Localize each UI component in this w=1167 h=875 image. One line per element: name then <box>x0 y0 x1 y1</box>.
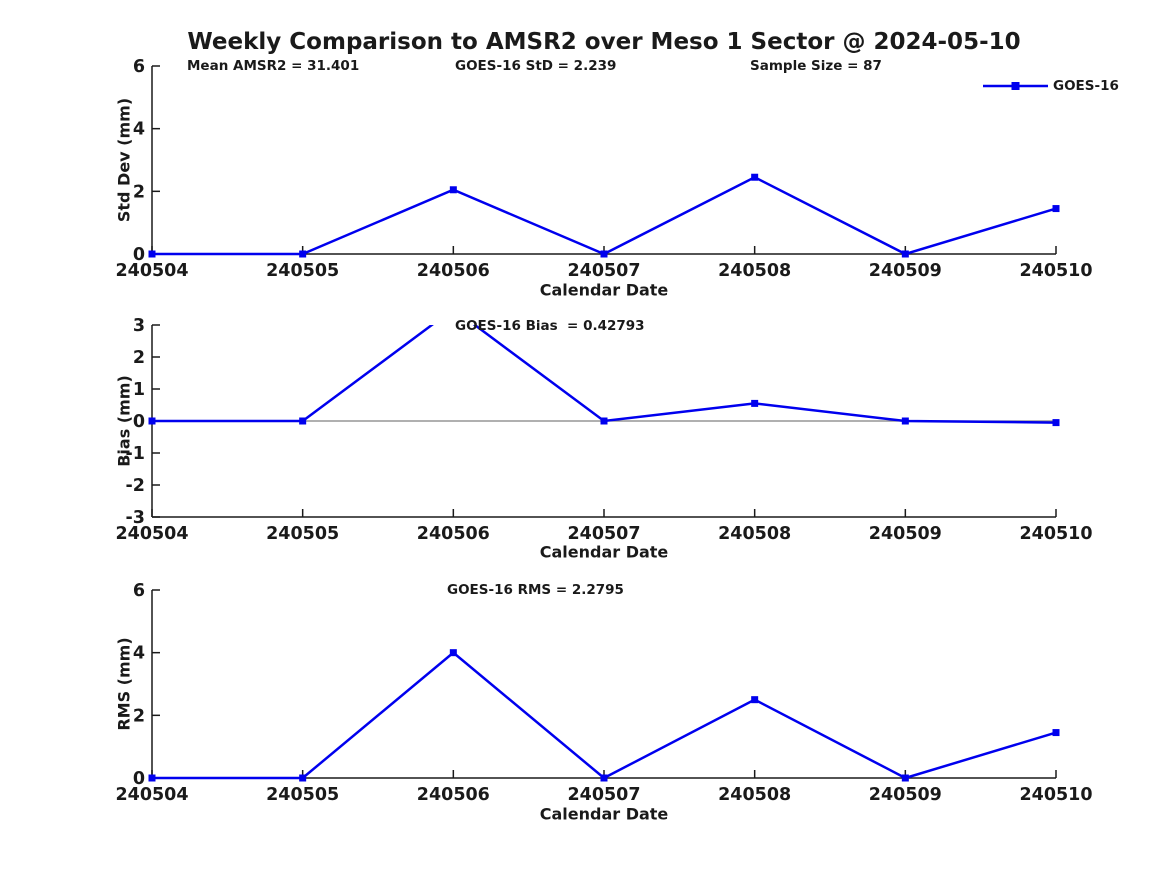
y-axis-label-std-dev: Std Dev (mm) <box>114 97 134 223</box>
data-point-marker <box>1052 205 1060 213</box>
x-tick-label: 240508 <box>718 785 791 805</box>
y-tick-label: 4 <box>133 644 145 664</box>
x-tick-label: 240505 <box>266 261 339 281</box>
x-tick-label: 240509 <box>869 785 942 805</box>
data-point-marker <box>600 250 608 258</box>
x-tick-label: 240507 <box>567 261 640 281</box>
y-tick-label: -2 <box>126 476 145 496</box>
annotation-mean-amsr2: Mean AMSR2 = 31.401 <box>187 58 360 74</box>
x-tick-label: 240504 <box>115 524 188 544</box>
x-tick-label: 240509 <box>869 261 942 281</box>
y-tick-label: 3 <box>133 316 145 336</box>
x-tick-label: 240506 <box>417 524 490 544</box>
data-line <box>152 175 1057 256</box>
data-point-marker <box>901 774 909 782</box>
data-point-marker <box>901 250 909 258</box>
x-tick-label: 240506 <box>417 261 490 281</box>
x-tick-label: 240504 <box>115 785 188 805</box>
y-tick-label: 0 <box>133 245 145 265</box>
data-point-marker <box>148 417 156 425</box>
legend-marker <box>1011 82 1020 90</box>
y-tick-label: 6 <box>133 57 145 77</box>
data-point-marker <box>148 774 156 782</box>
y-tick-label: 0 <box>133 412 145 432</box>
x-tick-label: 240507 <box>567 785 640 805</box>
annotation-goes16-bias: GOES-16 Bias = 0.42793 <box>455 318 645 334</box>
x-tick-label: 240508 <box>718 261 791 281</box>
data-line <box>152 651 1057 780</box>
x-tick-label: 240505 <box>266 524 339 544</box>
data-point-marker <box>299 250 307 258</box>
x-tick-label: 240505 <box>266 785 339 805</box>
x-tick-label: 240506 <box>417 785 490 805</box>
data-point-marker <box>148 250 156 258</box>
y-axis-label-rms: RMS (mm) <box>114 637 134 731</box>
y-tick-label: 6 <box>133 581 145 601</box>
data-point-marker <box>1052 729 1060 737</box>
figure-title: Weekly Comparison to AMSR2 over Meso 1 S… <box>187 29 1021 55</box>
x-axis-label-calendar-date-2: Calendar Date <box>539 542 669 562</box>
x-tick-label: 240510 <box>1019 261 1092 281</box>
legend-label-goes16: GOES-16 <box>1053 78 1119 94</box>
y-tick-label: 0 <box>133 769 145 789</box>
x-tick-label: 240510 <box>1019 524 1092 544</box>
y-tick-label: -3 <box>126 508 145 528</box>
x-tick-label: 240504 <box>115 261 188 281</box>
y-tick-label: 1 <box>133 380 145 400</box>
y-tick-label: 4 <box>133 120 145 140</box>
data-point-marker <box>299 774 307 782</box>
x-axis-label-calendar-date-1: Calendar Date <box>539 280 669 300</box>
annotation-goes16-rms: GOES-16 RMS = 2.2795 <box>447 582 624 598</box>
data-point-marker <box>600 774 608 782</box>
y-tick-label: 2 <box>133 348 145 368</box>
y-tick-label: 2 <box>133 706 145 726</box>
annotation-goes16-std: GOES-16 StD = 2.239 <box>455 58 617 74</box>
x-axis-label-calendar-date-3: Calendar Date <box>539 804 669 824</box>
data-point-marker <box>901 417 909 425</box>
data-point-marker <box>299 417 307 425</box>
data-point-marker <box>600 417 608 425</box>
data-point-marker <box>1052 419 1060 427</box>
data-point-marker <box>449 186 457 194</box>
data-point-marker <box>449 649 457 657</box>
y-tick-label: -1 <box>126 444 145 464</box>
y-tick-label: 2 <box>133 182 145 202</box>
y-axis-label-bias: Bias (mm) <box>114 375 134 467</box>
annotation-sample-size: Sample Size = 87 <box>750 58 882 74</box>
x-tick-label: 240507 <box>567 524 640 544</box>
data-point-marker <box>751 173 759 181</box>
data-point-marker <box>751 696 759 704</box>
data-point-marker <box>751 399 759 407</box>
x-tick-label: 240508 <box>718 524 791 544</box>
x-tick-label: 240510 <box>1019 785 1092 805</box>
x-tick-label: 240509 <box>869 524 942 544</box>
